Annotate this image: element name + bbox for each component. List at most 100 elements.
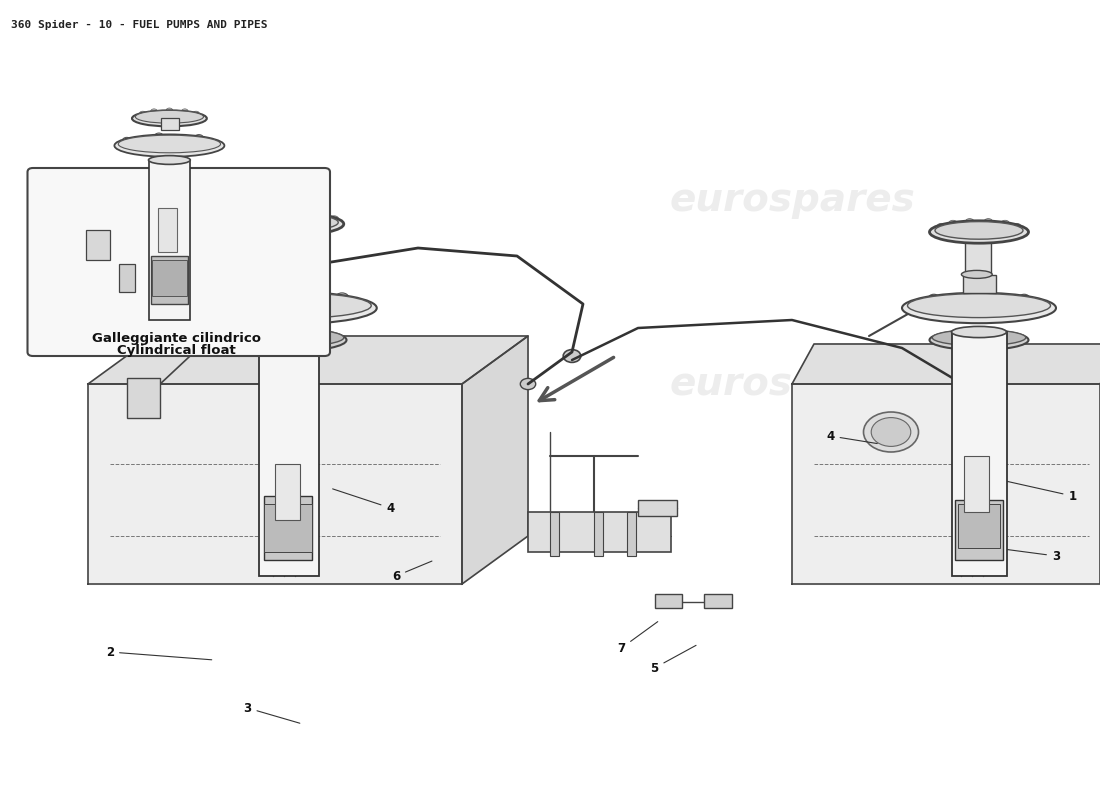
Bar xyxy=(264,504,312,552)
Circle shape xyxy=(234,309,248,318)
Bar xyxy=(151,256,188,304)
Circle shape xyxy=(563,350,581,362)
Text: 7: 7 xyxy=(617,622,658,654)
Circle shape xyxy=(333,219,342,226)
Circle shape xyxy=(195,134,204,141)
Ellipse shape xyxy=(902,293,1056,323)
Circle shape xyxy=(983,236,992,242)
Circle shape xyxy=(336,309,349,318)
Circle shape xyxy=(966,236,975,242)
Ellipse shape xyxy=(207,292,376,324)
Circle shape xyxy=(192,111,199,116)
Circle shape xyxy=(244,222,253,229)
Circle shape xyxy=(305,227,314,234)
Circle shape xyxy=(330,216,339,222)
Circle shape xyxy=(151,109,157,114)
Circle shape xyxy=(270,227,278,234)
Text: eurospares: eurospares xyxy=(75,181,321,219)
Circle shape xyxy=(195,147,204,154)
Circle shape xyxy=(182,109,188,114)
Circle shape xyxy=(287,228,296,234)
Bar xyxy=(152,260,187,296)
Circle shape xyxy=(166,108,173,113)
Circle shape xyxy=(948,220,957,226)
Circle shape xyxy=(336,293,349,302)
Bar xyxy=(594,512,603,556)
Circle shape xyxy=(983,218,992,225)
Circle shape xyxy=(320,226,329,232)
Bar xyxy=(258,336,319,576)
Circle shape xyxy=(330,222,339,229)
Circle shape xyxy=(1012,231,1021,238)
Ellipse shape xyxy=(211,293,372,318)
Text: 8: 8 xyxy=(67,276,140,290)
Ellipse shape xyxy=(935,222,1023,239)
Circle shape xyxy=(285,290,298,299)
Bar xyxy=(964,456,989,512)
Ellipse shape xyxy=(119,135,220,153)
Circle shape xyxy=(937,231,946,238)
Text: 360 Spider - 10 - FUEL PUMPS AND PIPES: 360 Spider - 10 - FUEL PUMPS AND PIPES xyxy=(11,20,267,30)
Circle shape xyxy=(287,210,296,217)
Circle shape xyxy=(135,114,142,119)
Text: eurospares: eurospares xyxy=(185,397,431,435)
Bar xyxy=(275,464,300,520)
Circle shape xyxy=(234,293,248,302)
Polygon shape xyxy=(792,384,1100,584)
Circle shape xyxy=(933,227,942,234)
Ellipse shape xyxy=(135,110,204,123)
Circle shape xyxy=(974,312,984,320)
Text: 3: 3 xyxy=(999,548,1060,562)
Bar xyxy=(704,594,732,608)
Ellipse shape xyxy=(930,221,1028,243)
Circle shape xyxy=(140,118,146,122)
Circle shape xyxy=(197,114,204,119)
Polygon shape xyxy=(88,384,462,584)
Bar xyxy=(528,512,671,552)
Circle shape xyxy=(254,213,263,219)
Bar xyxy=(264,496,312,560)
Ellipse shape xyxy=(114,134,224,157)
Circle shape xyxy=(974,291,984,299)
Ellipse shape xyxy=(236,329,346,351)
Circle shape xyxy=(871,418,911,446)
Circle shape xyxy=(244,216,253,222)
Circle shape xyxy=(1019,309,1030,317)
Bar xyxy=(952,332,1006,576)
Circle shape xyxy=(182,120,188,125)
Bar xyxy=(86,230,110,260)
Text: 2: 2 xyxy=(106,646,211,660)
Text: Cylindrical float: Cylindrical float xyxy=(117,344,235,357)
Circle shape xyxy=(122,138,131,144)
Text: 4: 4 xyxy=(826,430,878,443)
Circle shape xyxy=(117,264,143,283)
Ellipse shape xyxy=(258,330,319,342)
Polygon shape xyxy=(792,344,1100,384)
Bar xyxy=(277,226,306,274)
Bar xyxy=(654,594,682,608)
Circle shape xyxy=(192,118,199,122)
Bar xyxy=(119,264,135,292)
Circle shape xyxy=(1001,234,1010,241)
Bar xyxy=(158,208,177,252)
Text: 2: 2 xyxy=(67,296,140,310)
Circle shape xyxy=(166,121,173,126)
Bar xyxy=(161,118,179,130)
Circle shape xyxy=(254,226,263,232)
Bar xyxy=(126,378,160,418)
Circle shape xyxy=(1019,294,1030,302)
Circle shape xyxy=(213,301,227,310)
Circle shape xyxy=(320,213,329,219)
Ellipse shape xyxy=(132,110,207,126)
Circle shape xyxy=(1037,302,1048,310)
Text: 5: 5 xyxy=(650,646,696,674)
Circle shape xyxy=(1001,220,1010,226)
Circle shape xyxy=(966,218,975,225)
Circle shape xyxy=(1016,227,1025,234)
Circle shape xyxy=(948,234,957,241)
Text: eurospares: eurospares xyxy=(669,365,915,403)
Bar xyxy=(958,504,1000,548)
Circle shape xyxy=(305,211,314,218)
Circle shape xyxy=(154,149,163,155)
Bar xyxy=(550,512,559,556)
